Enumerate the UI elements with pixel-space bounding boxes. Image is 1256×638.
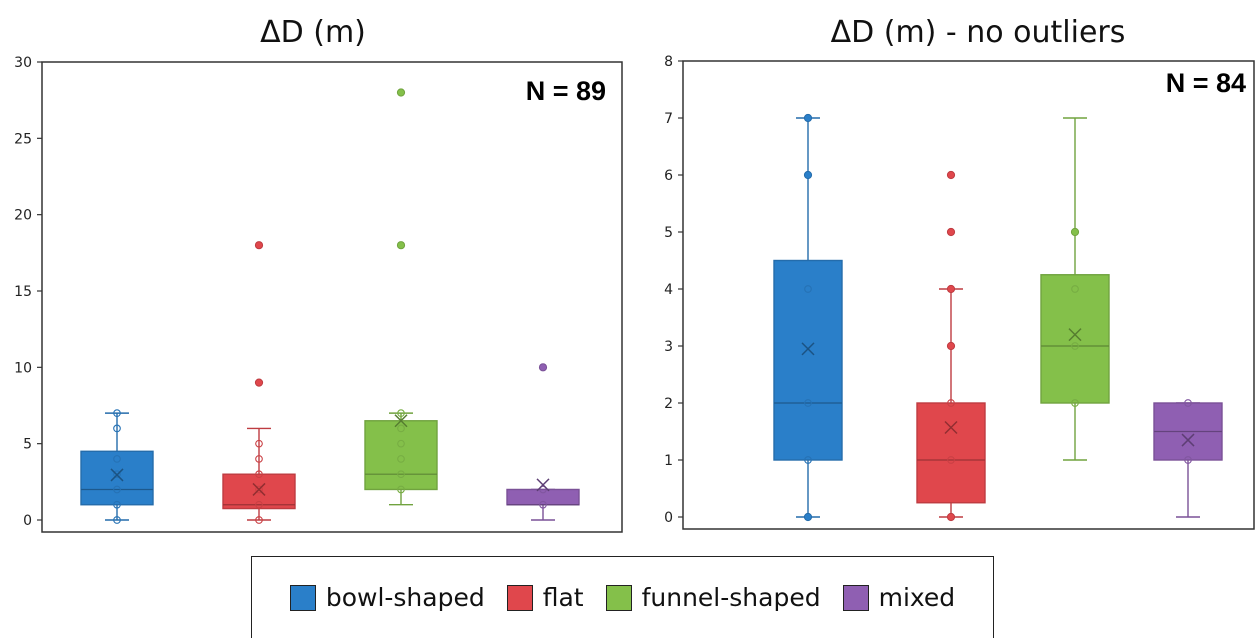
data-point-flat [255, 500, 263, 509]
outlier-point-funnel-shaped [1070, 227, 1080, 237]
box-bowl-shaped [773, 259, 843, 461]
outlier-point-bowl-shaped [803, 512, 813, 522]
data-point-mixed [539, 500, 547, 509]
data-point-bowl-shaped [804, 285, 812, 293]
data-point-bowl-shaped [113, 485, 121, 494]
outlier-point-mixed [538, 363, 548, 372]
y-tick-label: 10 [14, 360, 32, 376]
legend-swatch-flat [506, 584, 533, 611]
legend-label-funnel-shaped: funnel-shaped [641, 583, 821, 612]
outlier-point-bowl-shaped [803, 170, 813, 180]
data-point-flat [947, 399, 955, 407]
data-point-bowl-shaped [113, 516, 121, 524]
legend-swatch-bowl-shaped [289, 584, 316, 611]
mean-marker-flat [252, 482, 266, 496]
sample-size-label-1: N = 89 [526, 76, 606, 106]
data-point-bowl-shaped [113, 470, 121, 479]
y-tick-label: 1 [664, 453, 673, 469]
data-point-funnel-shaped [397, 424, 405, 433]
box-funnel-shaped [1040, 274, 1110, 404]
y-tick-label: 6 [664, 168, 673, 184]
data-point-funnel-shaped [397, 455, 405, 463]
data-point-bowl-shaped [113, 424, 121, 433]
legend-label-mixed: mixed [878, 583, 956, 612]
outlier-point-flat [946, 284, 956, 294]
outlier-point-flat [946, 227, 956, 237]
outlier-point-flat [946, 512, 956, 522]
data-point-bowl-shaped [113, 409, 121, 417]
chart-title-1: ΔD (m) [260, 15, 366, 50]
data-point-funnel-shaped [1071, 399, 1079, 407]
legend-item-funnel-shaped: funnel-shaped [605, 583, 821, 612]
data-point-bowl-shaped [804, 456, 812, 464]
chart-title-2: ΔD (m) - no outliers [831, 15, 1126, 50]
legend-item-flat: flat [506, 583, 584, 612]
outlier-point-funnel-shaped [396, 241, 406, 250]
y-tick-label: 7 [664, 111, 673, 127]
y-tick-label: 20 [14, 208, 32, 224]
legend-item-bowl-shaped: bowl-shaped [289, 583, 485, 612]
y-tick-label: 2 [664, 396, 673, 412]
data-point-flat [255, 516, 263, 524]
legend-item-mixed: mixed [842, 583, 956, 612]
y-tick-label: 5 [664, 225, 673, 241]
data-point-flat [255, 439, 263, 448]
y-tick-label: 0 [664, 510, 673, 526]
data-point-flat [255, 485, 263, 494]
y-tick-label: 8 [664, 54, 673, 70]
data-point-funnel-shaped [1071, 285, 1079, 293]
mean-marker-bowl-shaped [110, 468, 124, 482]
data-point-funnel-shaped [397, 470, 405, 479]
y-tick-label: 30 [14, 55, 32, 71]
outlier-point-flat [254, 241, 264, 250]
data-point-mixed [1184, 399, 1192, 407]
y-tick-label: 3 [664, 339, 673, 355]
outlier-point-flat [946, 170, 956, 180]
box-mixed [506, 488, 580, 506]
legend-swatch-funnel-shaped [605, 584, 632, 611]
box-flat [222, 473, 296, 510]
y-tick-label: 4 [664, 282, 673, 298]
data-point-flat [255, 470, 263, 479]
data-point-bowl-shaped [804, 399, 812, 407]
y-tick-label: 15 [14, 284, 32, 300]
data-point-funnel-shaped [397, 409, 405, 417]
legend-label-flat: flat [542, 583, 584, 612]
mean-marker-mixed [536, 478, 550, 492]
plot-frame-1 [41, 61, 623, 533]
outlier-point-bowl-shaped [803, 113, 813, 123]
legend-label-bowl-shaped: bowl-shaped [325, 583, 485, 612]
y-tick-label: 0 [23, 513, 32, 529]
legend: bowl-shaped flat funnel-shaped mixed [251, 556, 994, 638]
data-point-mixed [539, 485, 547, 494]
data-point-mixed [1184, 456, 1192, 464]
mean-marker-funnel-shaped [1068, 328, 1082, 342]
mean-marker-flat [944, 420, 958, 435]
plot-frame-2 [682, 60, 1255, 530]
outlier-point-flat [946, 341, 956, 351]
data-point-funnel-shaped [397, 439, 405, 448]
y-tick-label: 5 [23, 437, 32, 453]
mean-marker-bowl-shaped [801, 342, 815, 356]
outlier-point-flat [254, 378, 264, 387]
data-point-flat [947, 456, 955, 464]
y-tick-label: 25 [14, 131, 32, 147]
box-flat [916, 402, 986, 504]
data-point-flat [255, 455, 263, 463]
outlier-point-funnel-shaped [396, 88, 406, 97]
sample-size-label-2: N = 84 [1166, 68, 1246, 98]
data-point-bowl-shaped [113, 500, 121, 509]
mean-marker-funnel-shaped [394, 414, 408, 428]
data-point-funnel-shaped [1071, 342, 1079, 350]
mean-marker-mixed [1181, 433, 1195, 447]
data-point-bowl-shaped [113, 455, 121, 463]
legend-swatch-mixed [842, 584, 869, 611]
data-point-funnel-shaped [397, 485, 405, 494]
